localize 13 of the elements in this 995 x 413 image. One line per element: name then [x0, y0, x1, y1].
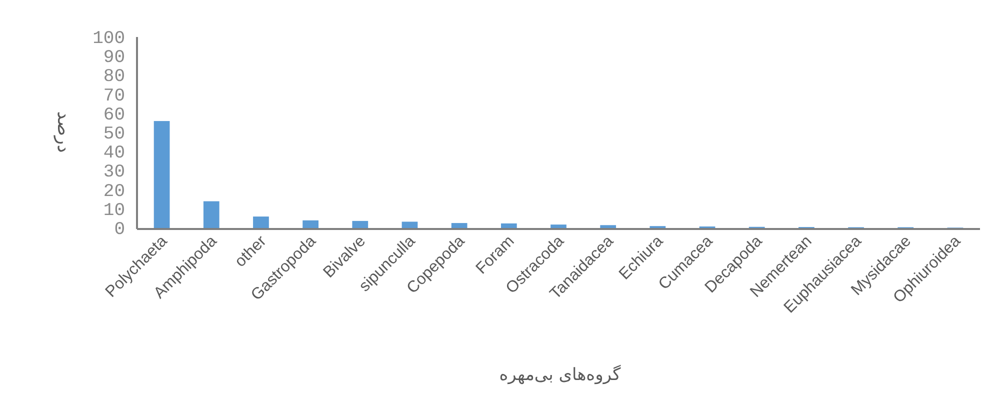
y-tick-label: 80: [103, 67, 125, 88]
y-tick-label: 100: [92, 29, 125, 49]
y-axis-title: درصد: [53, 111, 74, 153]
y-tick-label: 70: [103, 86, 125, 106]
y-tick-label: 10: [103, 200, 125, 221]
y-tick-label: 60: [103, 105, 125, 126]
y-tick-label: 0: [114, 220, 125, 240]
y-tick-label: 20: [103, 182, 125, 202]
y-tick-label: 30: [103, 162, 125, 183]
y-tick-label: 90: [103, 48, 125, 68]
x-axis-title: گروه‌های بی‌مهره: [499, 364, 622, 385]
y-tick-label: 40: [103, 144, 125, 164]
y-tick-label: 50: [103, 124, 125, 144]
